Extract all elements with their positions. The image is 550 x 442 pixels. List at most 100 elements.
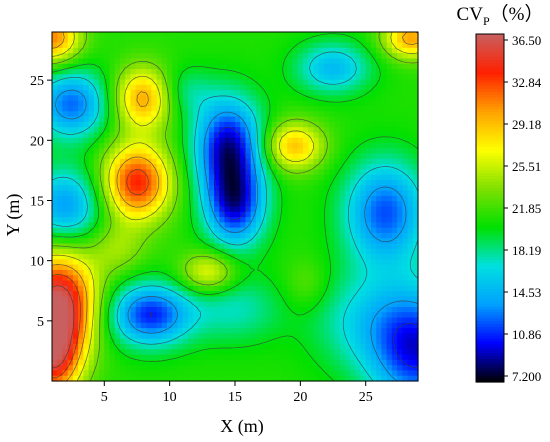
heatmap-cell [130, 32, 137, 38]
colorbar-segment [476, 123, 504, 128]
heatmap-cell [344, 95, 351, 102]
heatmap-cell [334, 111, 341, 118]
heatmap-cell [52, 95, 58, 102]
heatmap-cell [198, 106, 205, 112]
heatmap-cell [282, 322, 288, 329]
heatmap-cell [99, 338, 105, 345]
heatmap-cell [187, 254, 194, 260]
heatmap-cell [308, 259, 315, 266]
heatmap-cell [297, 275, 304, 282]
heatmap-cell [57, 375, 64, 382]
heatmap-cell [297, 158, 304, 165]
heatmap-cell [104, 227, 111, 234]
heatmap-cell [292, 243, 299, 250]
heatmap-cell [292, 306, 299, 313]
heatmap-cell [376, 312, 382, 319]
heatmap-cell [302, 243, 309, 250]
heatmap-cell [104, 201, 111, 208]
heatmap-cell [78, 211, 84, 218]
heatmap-cell [350, 206, 356, 213]
heatmap-cell [360, 69, 367, 75]
heatmap-cell [407, 185, 414, 192]
heatmap-cell [365, 42, 372, 49]
heatmap-cell [323, 32, 330, 38]
heatmap-cell [161, 238, 168, 245]
heatmap-cell [339, 158, 346, 165]
heatmap-cell [412, 95, 419, 102]
heatmap-cell [52, 100, 58, 107]
heatmap-cell [52, 42, 58, 49]
heatmap-cell [140, 69, 147, 75]
heatmap-cell [250, 169, 257, 176]
heatmap-cell [292, 269, 299, 276]
heatmap-cell [350, 111, 356, 118]
heatmap-cell [350, 238, 356, 245]
heatmap-cell [407, 291, 414, 297]
heatmap-cell [78, 296, 84, 303]
heatmap-cell [88, 232, 95, 239]
heatmap-cell [297, 232, 304, 239]
heatmap-cell [151, 137, 158, 144]
heatmap-cell [370, 264, 377, 271]
heatmap-cell [208, 100, 215, 107]
heatmap-cell [224, 47, 231, 54]
heatmap-cell [182, 95, 189, 102]
heatmap-cell [308, 227, 315, 234]
heatmap-cell [109, 238, 116, 245]
heatmap-cell [78, 285, 84, 292]
heatmap-cell [323, 264, 330, 271]
heatmap-cell [177, 217, 184, 223]
heatmap-cell [261, 84, 267, 91]
heatmap-cell [151, 106, 158, 112]
heatmap-cell [172, 132, 179, 139]
heatmap-cell [355, 306, 362, 313]
heatmap-cell [255, 301, 262, 308]
heatmap-cell [376, 195, 382, 202]
heatmap-cell [323, 164, 330, 171]
heatmap-cell [172, 259, 179, 266]
heatmap-cell [370, 301, 377, 308]
heatmap-cell [308, 42, 315, 49]
heatmap-cell [370, 169, 377, 176]
contour-line [51, 31, 419, 382]
heatmap-cell [52, 32, 58, 38]
heatmap-cell [119, 354, 126, 361]
heatmap-cell [261, 328, 267, 335]
heatmap-cell [302, 63, 309, 70]
heatmap-cell [130, 227, 137, 234]
heatmap-cell [214, 174, 220, 181]
heatmap-cell [245, 95, 252, 102]
heatmap-cell [339, 180, 346, 186]
heatmap-cell [119, 238, 126, 245]
heatmap-cell [386, 53, 393, 60]
heatmap-cell [318, 365, 325, 372]
heatmap-cell [99, 227, 105, 234]
heatmap-cell [88, 195, 95, 202]
heatmap-cell [318, 269, 325, 276]
heatmap-cell [119, 74, 126, 81]
heatmap-cell [245, 285, 252, 292]
heatmap-cell [161, 137, 168, 144]
heatmap-cell [323, 121, 330, 128]
heatmap-cell [318, 312, 325, 319]
heatmap-cell [208, 206, 215, 213]
heatmap-cell [355, 190, 362, 197]
heatmap-cell [67, 95, 74, 102]
heatmap-cell [339, 69, 346, 75]
heatmap-cell [302, 301, 309, 308]
heatmap-cell [376, 333, 382, 340]
heatmap-cell [381, 106, 388, 112]
heatmap-cell [130, 37, 137, 44]
heatmap-cell [83, 153, 90, 160]
heatmap-cell [235, 180, 241, 186]
heatmap-cell [276, 63, 283, 70]
heatmap-cell [308, 354, 315, 361]
heatmap-cell [381, 317, 388, 324]
heatmap-cell [397, 349, 403, 356]
heatmap-cell [266, 153, 273, 160]
heatmap-cell [114, 254, 121, 260]
heatmap-cell [52, 338, 58, 345]
heatmap-cell [308, 69, 315, 75]
heatmap-cell [302, 296, 309, 303]
heatmap-cell [266, 53, 273, 60]
